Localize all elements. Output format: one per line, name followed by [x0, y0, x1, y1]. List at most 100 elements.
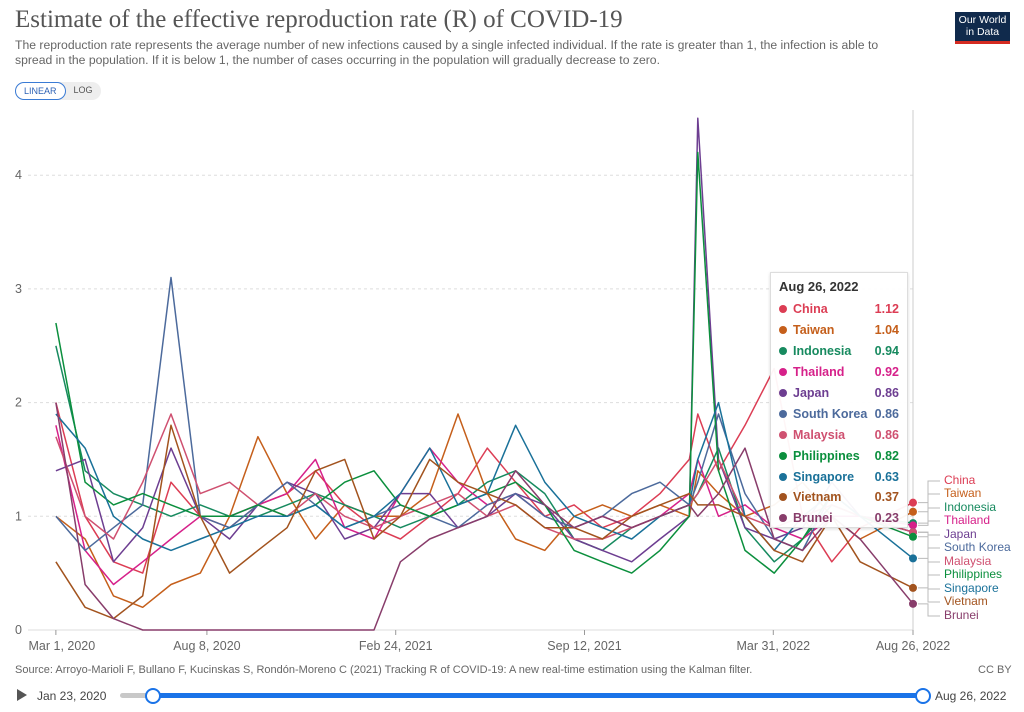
tooltip-value: 0.86 [874, 406, 899, 421]
y-tick-label: 0 [15, 623, 22, 637]
timeline-end: Aug 26, 2022 [935, 689, 1007, 703]
label-connector [918, 507, 940, 524]
tooltip-value: 0.63 [874, 469, 899, 484]
line-label[interactable]: Brunei [944, 608, 979, 622]
tooltip-value: 0.94 [874, 344, 899, 359]
line-label[interactable]: Taiwan [944, 486, 982, 500]
line-label[interactable]: China [944, 473, 976, 487]
tooltip-row: Vietnam 0.37 [779, 487, 899, 508]
line-label[interactable]: Philippines [944, 567, 1003, 581]
tooltip-date: Aug 26, 2022 [779, 279, 859, 294]
tooltip-country: Brunei [793, 511, 833, 526]
series-line-vietnam [55, 424, 914, 620]
y-tick-label: 1 [15, 509, 22, 523]
tooltip: Aug 26, 2022 China 1.12 Taiwan 1.04 Indonesi… [770, 272, 908, 528]
label-connector [918, 587, 940, 603]
x-tick-label: Mar 1, 2020 [29, 639, 96, 653]
line-label[interactable]: Thailand [944, 513, 991, 527]
tooltip-value: 0.37 [874, 490, 899, 505]
tooltip-value: 1.12 [874, 302, 899, 317]
label-connector [918, 520, 940, 526]
tooltip-row: South Korea 0.86 [779, 403, 899, 424]
scale-toggle[interactable]: LINEAR LOG [15, 82, 101, 100]
legend-dot-icon [779, 347, 787, 356]
line-label[interactable]: Vietnam [944, 594, 988, 608]
timeline[interactable]: Jan 23, 2020 Aug 26, 2022 [15, 687, 1015, 705]
end-point-brunei [909, 599, 917, 608]
tooltip-row: Malaysia 0.86 [779, 424, 899, 445]
source-note: Source: Arroyo-Marioli F, Bullano F, Kuc… [15, 664, 753, 676]
line-label[interactable]: Japan [944, 527, 977, 541]
timeline-end-handle[interactable] [915, 688, 931, 704]
legend-dot-icon [779, 326, 787, 335]
line-label[interactable]: Malaysia [944, 554, 992, 568]
tooltip-country: Philippines [793, 448, 860, 463]
log-button[interactable]: LOG [73, 85, 93, 95]
label-connector [918, 493, 940, 513]
legend-dot-icon [779, 305, 787, 314]
x-tick-label: Sep 12, 2021 [547, 639, 621, 653]
end-point-thailand [909, 521, 917, 530]
line-label[interactable]: Indonesia [944, 500, 997, 514]
tooltip-value: 0.86 [874, 427, 899, 442]
label-connector [918, 603, 940, 617]
tooltip-country: Singapore [793, 469, 855, 484]
tooltip-country: South Korea [793, 406, 868, 421]
tooltip-row: Taiwan 1.04 [779, 320, 899, 341]
timeline-range [152, 693, 922, 698]
tooltip-value: 0.92 [874, 365, 899, 380]
label-connector [918, 557, 940, 590]
end-point-singapore [909, 554, 917, 563]
tooltip-value: 0.86 [874, 386, 899, 400]
line-label[interactable]: South Korea [944, 540, 1011, 554]
tooltip-row: Philippines 0.82 [779, 445, 899, 466]
end-point-vietnam [909, 583, 917, 592]
tooltip-row: Thailand 0.92 [779, 362, 899, 383]
linear-button[interactable]: LINEAR [15, 82, 66, 100]
label-connector [918, 480, 940, 504]
legend-dot-icon [779, 451, 787, 460]
license-link[interactable]: CC BY [978, 664, 1012, 676]
timeline-start-handle[interactable] [145, 688, 161, 704]
legend-dot-icon [779, 368, 787, 377]
x-tick-label: Mar 31, 2022 [736, 639, 810, 653]
legend-dot-icon [779, 430, 787, 439]
tooltip-country: Japan [793, 386, 830, 400]
tooltip-row: Singapore 0.63 [779, 466, 899, 487]
legend-dot-icon [779, 514, 787, 523]
tooltip-value: 0.23 [874, 511, 899, 526]
legend-dot-icon [779, 409, 787, 418]
tooltip-country: Thailand [793, 365, 845, 380]
x-tick-label: Aug 8, 2020 [173, 639, 240, 653]
x-tick-label: Aug 26, 2022 [876, 639, 950, 653]
label-connector [918, 536, 940, 576]
tooltip-country: China [793, 302, 828, 317]
end-point-philippines [909, 532, 917, 541]
legend-dot-icon [779, 493, 787, 502]
line-label[interactable]: Singapore [944, 581, 999, 595]
y-tick-label: 4 [15, 168, 22, 182]
series-line-brunei [55, 402, 914, 631]
legend-dot-icon [779, 472, 787, 481]
tooltip-row: Indonesia 0.94 [779, 341, 899, 362]
tooltip-country: Taiwan [793, 323, 835, 338]
tooltip-row: Japan 0.86 [779, 383, 899, 404]
tooltip-value: 0.82 [874, 448, 899, 463]
tooltip-row: Brunei 0.23 [779, 508, 899, 529]
x-tick-label: Feb 24, 2021 [359, 639, 433, 653]
y-tick-label: 2 [15, 396, 22, 410]
tooltip-country: Malaysia [793, 427, 846, 442]
end-point-taiwan [909, 507, 917, 516]
end-point-china [909, 498, 917, 507]
tooltip-country: Indonesia [793, 344, 852, 359]
tooltip-country: Vietnam [793, 490, 842, 505]
legend-dot-icon [779, 389, 787, 397]
tooltip-value: 1.04 [874, 323, 899, 338]
timeline-start: Jan 23, 2020 [37, 689, 107, 703]
tooltip-row: China 1.12 [779, 299, 899, 320]
y-tick-label: 3 [15, 282, 22, 296]
play-icon[interactable] [17, 689, 27, 701]
owid-logo[interactable]: Our World in Data [955, 12, 1010, 44]
